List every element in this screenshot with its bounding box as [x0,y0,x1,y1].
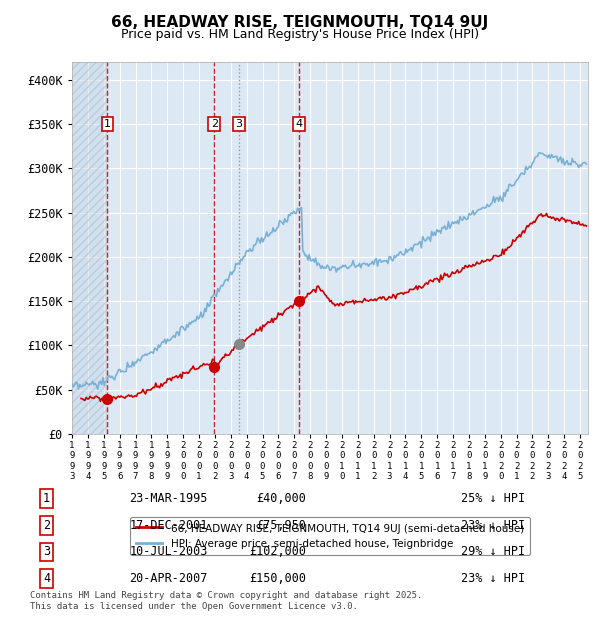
Text: 3: 3 [236,119,242,129]
Text: 2: 2 [43,519,50,532]
Text: 10-JUL-2003: 10-JUL-2003 [130,546,208,559]
Text: £75,950: £75,950 [256,519,306,532]
Text: 29% ↓ HPI: 29% ↓ HPI [461,546,524,559]
Text: 1: 1 [43,492,50,505]
Text: 66, HEADWAY RISE, TEIGNMOUTH, TQ14 9UJ: 66, HEADWAY RISE, TEIGNMOUTH, TQ14 9UJ [112,16,488,30]
Text: Contains HM Land Registry data © Crown copyright and database right 2025.
This d: Contains HM Land Registry data © Crown c… [30,591,422,611]
Text: 2: 2 [211,119,218,129]
Text: 17-DEC-2001: 17-DEC-2001 [130,519,208,532]
Text: 20-APR-2007: 20-APR-2007 [130,572,208,585]
Bar [72,62,107,434]
Text: 23% ↓ HPI: 23% ↓ HPI [461,519,524,532]
Text: Price paid vs. HM Land Registry's House Price Index (HPI): Price paid vs. HM Land Registry's House … [121,28,479,41]
Text: 23-MAR-1995: 23-MAR-1995 [130,492,208,505]
Legend: 66, HEADWAY RISE, TEIGNMOUTH, TQ14 9UJ (semi-detached house), HPI: Average price: 66, HEADWAY RISE, TEIGNMOUTH, TQ14 9UJ (… [130,517,530,556]
Text: 25% ↓ HPI: 25% ↓ HPI [461,492,524,505]
Text: £102,000: £102,000 [249,546,306,559]
Text: 4: 4 [43,572,50,585]
Text: 4: 4 [296,119,303,129]
Text: £40,000: £40,000 [256,492,306,505]
Text: 3: 3 [43,546,50,559]
Text: 23% ↓ HPI: 23% ↓ HPI [461,572,524,585]
Text: 1: 1 [104,119,111,129]
Text: £150,000: £150,000 [249,572,306,585]
